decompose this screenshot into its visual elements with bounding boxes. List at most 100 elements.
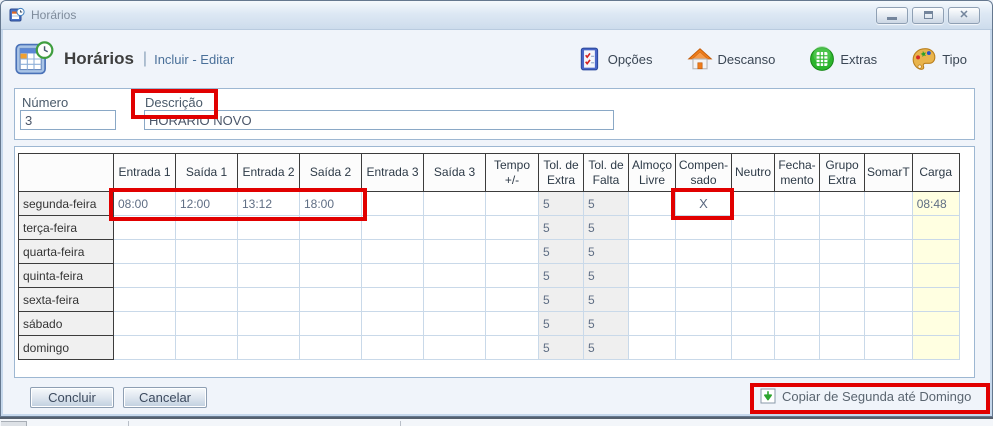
schedule-cell[interactable]: 13:12 bbox=[237, 191, 300, 216]
descricao-input[interactable] bbox=[144, 110, 614, 130]
schedule-cell[interactable] bbox=[911, 287, 960, 312]
schedule-cell[interactable]: 5 bbox=[583, 263, 629, 288]
schedule-cell[interactable] bbox=[911, 239, 960, 264]
schedule-cell[interactable] bbox=[819, 215, 865, 240]
minimize-button[interactable] bbox=[876, 6, 908, 24]
schedule-cell[interactable] bbox=[113, 215, 176, 240]
schedule-cell[interactable] bbox=[675, 263, 732, 288]
schedule-cell[interactable] bbox=[774, 263, 820, 288]
schedule-cell[interactable]: 5 bbox=[583, 287, 629, 312]
schedule-cell[interactable]: 5 bbox=[538, 239, 584, 264]
schedule-cell[interactable] bbox=[731, 311, 775, 336]
schedule-cell[interactable] bbox=[864, 287, 913, 312]
schedule-cell[interactable] bbox=[731, 287, 775, 312]
schedule-cell[interactable] bbox=[361, 239, 424, 264]
maximize-button[interactable] bbox=[912, 6, 944, 24]
schedule-cell[interactable] bbox=[485, 311, 539, 336]
schedule-cell[interactable]: 5 bbox=[583, 191, 629, 216]
schedule-cell[interactable] bbox=[774, 215, 820, 240]
schedule-cell[interactable] bbox=[628, 263, 676, 288]
schedule-cell[interactable] bbox=[299, 311, 362, 336]
schedule-cell[interactable] bbox=[731, 191, 775, 216]
schedule-cell[interactable]: 5 bbox=[538, 287, 584, 312]
schedule-cell[interactable] bbox=[628, 239, 676, 264]
schedule-cell[interactable] bbox=[113, 239, 176, 264]
schedule-cell[interactable] bbox=[485, 191, 539, 216]
schedule-cell[interactable]: 12:00 bbox=[175, 191, 238, 216]
schedule-cell[interactable] bbox=[675, 335, 732, 360]
schedule-cell[interactable] bbox=[299, 335, 362, 360]
schedule-cell[interactable]: 5 bbox=[583, 335, 629, 360]
schedule-cell[interactable] bbox=[819, 263, 865, 288]
schedule-cell[interactable] bbox=[237, 215, 300, 240]
schedule-cell[interactable] bbox=[864, 311, 913, 336]
schedule-cell[interactable] bbox=[731, 335, 775, 360]
schedule-cell[interactable] bbox=[731, 215, 775, 240]
schedule-cell[interactable]: 5 bbox=[583, 311, 629, 336]
copy-monday-to-sunday-button[interactable]: Copiar de Segunda até Domingo bbox=[760, 388, 971, 404]
schedule-cell[interactable] bbox=[237, 287, 300, 312]
schedule-cell[interactable] bbox=[675, 239, 732, 264]
schedule-cell[interactable] bbox=[299, 239, 362, 264]
schedule-cell[interactable] bbox=[485, 263, 539, 288]
schedule-cell[interactable] bbox=[175, 263, 238, 288]
schedule-cell[interactable] bbox=[485, 239, 539, 264]
schedule-cell[interactable]: 18:00 bbox=[299, 191, 362, 216]
schedule-cell[interactable] bbox=[628, 287, 676, 312]
schedule-cell[interactable] bbox=[361, 287, 424, 312]
schedule-cell[interactable] bbox=[731, 263, 775, 288]
schedule-cell[interactable] bbox=[423, 311, 486, 336]
schedule-cell[interactable] bbox=[911, 335, 960, 360]
schedule-cell[interactable] bbox=[819, 287, 865, 312]
cancelar-button[interactable]: Cancelar bbox=[123, 387, 207, 408]
schedule-cell[interactable] bbox=[628, 335, 676, 360]
schedule-cell[interactable]: 5 bbox=[538, 215, 584, 240]
schedule-cell[interactable] bbox=[237, 239, 300, 264]
schedule-cell[interactable]: 5 bbox=[583, 239, 629, 264]
schedule-cell[interactable] bbox=[113, 311, 176, 336]
schedule-cell[interactable] bbox=[864, 215, 913, 240]
schedule-cell[interactable] bbox=[423, 287, 486, 312]
schedule-cell[interactable] bbox=[175, 287, 238, 312]
numero-input[interactable] bbox=[20, 110, 116, 130]
schedule-cell[interactable] bbox=[864, 263, 913, 288]
schedule-cell[interactable] bbox=[361, 263, 424, 288]
schedule-cell[interactable] bbox=[819, 239, 865, 264]
schedule-cell[interactable] bbox=[175, 311, 238, 336]
schedule-cell[interactable] bbox=[774, 191, 820, 216]
schedule-cell[interactable] bbox=[237, 335, 300, 360]
schedule-cell[interactable] bbox=[361, 215, 424, 240]
schedule-cell[interactable]: 5 bbox=[538, 263, 584, 288]
schedule-cell[interactable] bbox=[237, 311, 300, 336]
schedule-cell[interactable] bbox=[175, 239, 238, 264]
schedule-cell[interactable] bbox=[361, 335, 424, 360]
schedule-cell[interactable] bbox=[819, 191, 865, 216]
schedule-cell[interactable] bbox=[361, 191, 424, 216]
schedule-cell[interactable] bbox=[774, 311, 820, 336]
schedule-cell[interactable] bbox=[911, 215, 960, 240]
schedule-cell[interactable] bbox=[911, 263, 960, 288]
schedule-cell[interactable] bbox=[485, 287, 539, 312]
schedule-cell[interactable] bbox=[774, 239, 820, 264]
schedule-cell[interactable] bbox=[628, 215, 676, 240]
schedule-cell[interactable]: 08:48 bbox=[911, 191, 960, 216]
schedule-cell[interactable] bbox=[864, 335, 913, 360]
schedule-cell[interactable]: X bbox=[675, 191, 732, 216]
concluir-button[interactable]: Concluir bbox=[30, 387, 114, 408]
descanso-button[interactable]: Descanso bbox=[687, 46, 775, 72]
tipo-button[interactable]: Tipo bbox=[911, 46, 967, 72]
extras-button[interactable]: Extras bbox=[809, 46, 877, 72]
schedule-cell[interactable] bbox=[113, 287, 176, 312]
schedule-cell[interactable] bbox=[774, 287, 820, 312]
schedule-cell[interactable] bbox=[864, 191, 913, 216]
schedule-cell[interactable]: 5 bbox=[583, 215, 629, 240]
schedule-cell[interactable]: 5 bbox=[538, 191, 584, 216]
schedule-cell[interactable] bbox=[485, 215, 539, 240]
schedule-cell[interactable] bbox=[113, 263, 176, 288]
schedule-cell[interactable] bbox=[675, 311, 732, 336]
schedule-cell[interactable] bbox=[299, 287, 362, 312]
schedule-cell[interactable] bbox=[675, 287, 732, 312]
schedule-cell[interactable]: 5 bbox=[538, 311, 584, 336]
schedule-cell[interactable] bbox=[864, 239, 913, 264]
schedule-cell[interactable] bbox=[423, 335, 486, 360]
